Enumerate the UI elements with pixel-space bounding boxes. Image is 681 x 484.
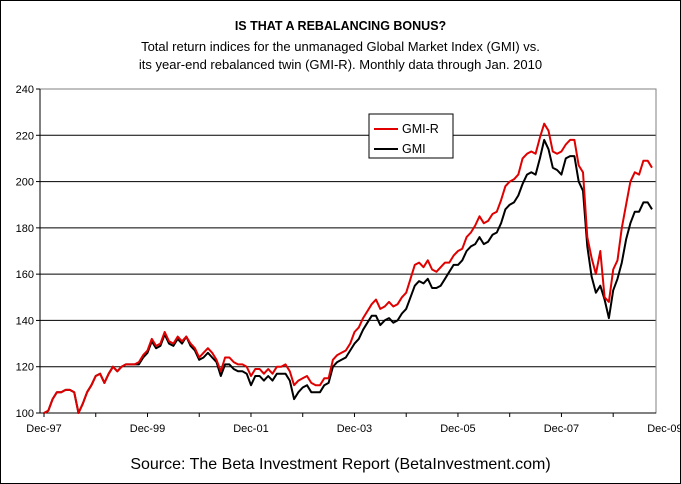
chart-title: IS THAT A REBALANCING BONUS?	[234, 19, 447, 33]
x-tick-label: Dec-03	[337, 423, 372, 435]
grid-lines	[40, 134, 656, 368]
series-line-gmi	[43, 138, 653, 414]
y-axis: 100 120 140 160 180 200 220 240	[16, 84, 41, 420]
series-line-gmi-r	[43, 122, 653, 414]
y-tick-label: 220	[16, 130, 34, 142]
legend-label: GMI-R	[402, 122, 439, 136]
x-tick-label: Dec-07	[544, 423, 579, 435]
legend-box	[368, 113, 454, 159]
y-tick-label: 200	[16, 177, 34, 189]
y-tick-label: 240	[16, 84, 34, 96]
x-tick-label: Dec-97	[26, 423, 61, 435]
y-tick-label: 160	[16, 269, 34, 281]
legend-label: GMI	[402, 142, 426, 156]
y-tick-label: 140	[16, 315, 34, 327]
y-tick-label: 120	[16, 362, 34, 374]
y-tick-label: 180	[16, 223, 34, 235]
chart-subtitle-line2: its year-end rebalanced twin (GMI-R). Mo…	[138, 57, 543, 72]
x-tick-label: Dec-01	[233, 423, 268, 435]
chart-subtitle-line1: Total return indices for the unmanaged G…	[141, 39, 540, 54]
source-note: Source: The Beta Investment Report (Beta…	[130, 456, 551, 473]
x-axis: Dec-97 Dec-99 Dec-01 Dec-03 Dec-05 Dec-07 Dec-…	[26, 412, 681, 435]
legend: GMI-R GMI	[368, 113, 454, 159]
series-lines	[43, 122, 653, 414]
x-tick-label: Dec-99	[130, 423, 165, 435]
x-tick-label: Dec-09	[647, 423, 681, 435]
y-tick-label: 100	[16, 408, 34, 420]
x-tick-label: Dec-05	[440, 423, 475, 435]
